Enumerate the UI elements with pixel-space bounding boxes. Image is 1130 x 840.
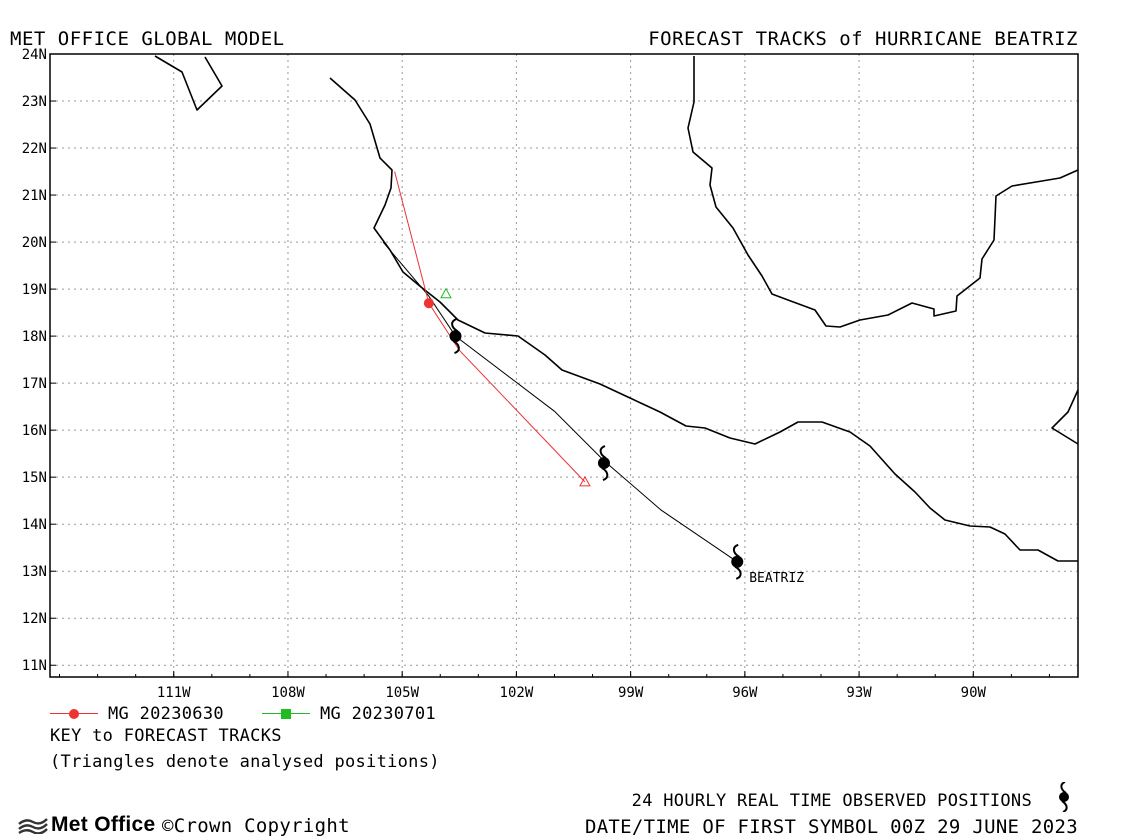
legend-marker-red-circle: [50, 708, 98, 720]
lon-tick-label: 90W: [961, 685, 987, 700]
lon-tick-label: 96W: [732, 685, 758, 700]
hurricane-arm: [452, 340, 460, 355]
mexico-pacific-coast: [329, 77, 1078, 562]
lat-tick-label: 22N: [22, 141, 47, 157]
lon-tick-label: 102W: [500, 685, 534, 700]
lat-tick-label: 16N: [22, 423, 47, 439]
coastline: [154, 55, 1079, 562]
lon-tick-label: 111W: [157, 685, 191, 700]
lat-lon-grid: [50, 54, 1078, 677]
lat-tick-label: 24N: [22, 47, 47, 63]
lat-tick-label: 21N: [22, 188, 47, 204]
legend-label: MG 20230701: [320, 704, 436, 724]
lat-tick-label: 23N: [22, 94, 47, 110]
legend-item-mg-20230701: MG 20230701: [262, 704, 436, 724]
lat-tick-label: 11N: [22, 658, 47, 674]
lat-tick-label: 20N: [22, 235, 47, 251]
lat-tick-label: 17N: [22, 376, 47, 392]
central-america-coast: [1051, 389, 1079, 445]
hurricane-arm: [732, 543, 740, 558]
lon-tick-label: 105W: [385, 685, 419, 700]
lon-tick-label: 99W: [618, 685, 644, 700]
analysed-position-triangle: [440, 287, 452, 299]
observed-track-line: [382, 241, 738, 563]
hurricane-symbol-icon: [1059, 782, 1069, 812]
hurricane-symbol-icon: [449, 318, 462, 355]
forecast-track-map: BEATRIZ 24N 23N 22N 21N 20N 19N 18N 17N 16N 15N 14…: [22, 47, 1079, 700]
legend-label: MG 20230630: [108, 704, 224, 724]
forecast-position-dot: [423, 298, 434, 309]
lon-tick-label: 93W: [846, 685, 872, 700]
forecast-track-line-0: [394, 171, 586, 483]
hurricane-arm: [734, 565, 742, 580]
map-title-left: MET OFFICE GLOBAL MODEL: [10, 28, 285, 50]
lat-tick-label: 13N: [22, 564, 47, 580]
hurricane-arm: [599, 445, 607, 459]
hurricane-arm: [601, 467, 609, 482]
map-frame: [49, 53, 1079, 678]
observed-positions-label: 24 HOURLY REAL TIME OBSERVED POSITIONS: [631, 791, 1032, 811]
hurricane-symbol-icon: [731, 543, 744, 580]
map-title-right: FORECAST TRACKS of HURRICANE BEATRIZ: [648, 28, 1078, 50]
hurricane-eye: [731, 555, 744, 568]
lat-tick-label: 14N: [22, 517, 47, 533]
lon-tick-label: 108W: [271, 685, 305, 700]
hurricane-eye: [597, 457, 610, 470]
legend-item-mg-20230630: MG 20230630: [50, 704, 224, 724]
met-office-waves-icon: [18, 818, 48, 834]
crown-copyright: ©Crown Copyright: [162, 815, 350, 837]
analysed-position-triangle: [579, 475, 591, 487]
first-symbol-datetime: DATE/TIME OF FIRST SYMBOL 00Z 29 JUNE 20…: [584, 816, 1078, 838]
axis-ticks: 24N 23N 22N 21N 20N 19N 18N 17N 16N 15N 14N 13N 12N 1…: [22, 47, 1050, 700]
hurricane-symbol-icon: [597, 445, 610, 482]
lat-tick-label: 18N: [22, 329, 47, 345]
storm-name-label: BEATRIZ: [749, 571, 804, 586]
brand-name: Met Office: [51, 813, 156, 836]
lat-tick-label: 19N: [22, 282, 47, 298]
hurricane-arm: [451, 318, 459, 332]
key-note: (Triangles denote analysed positions): [50, 752, 440, 772]
hurricane-eye: [449, 330, 462, 343]
tracks: BEATRIZ: [382, 171, 804, 586]
key-title: KEY to FORECAST TRACKS: [50, 726, 282, 746]
met-office-logo: Met Office: [18, 813, 156, 837]
lat-tick-label: 12N: [22, 611, 47, 627]
legend-marker-green-square: [262, 708, 310, 720]
gulf-of-mexico-coast: [687, 56, 1079, 328]
lat-tick-label: 15N: [22, 470, 47, 486]
baja-california-coast: [154, 55, 223, 111]
